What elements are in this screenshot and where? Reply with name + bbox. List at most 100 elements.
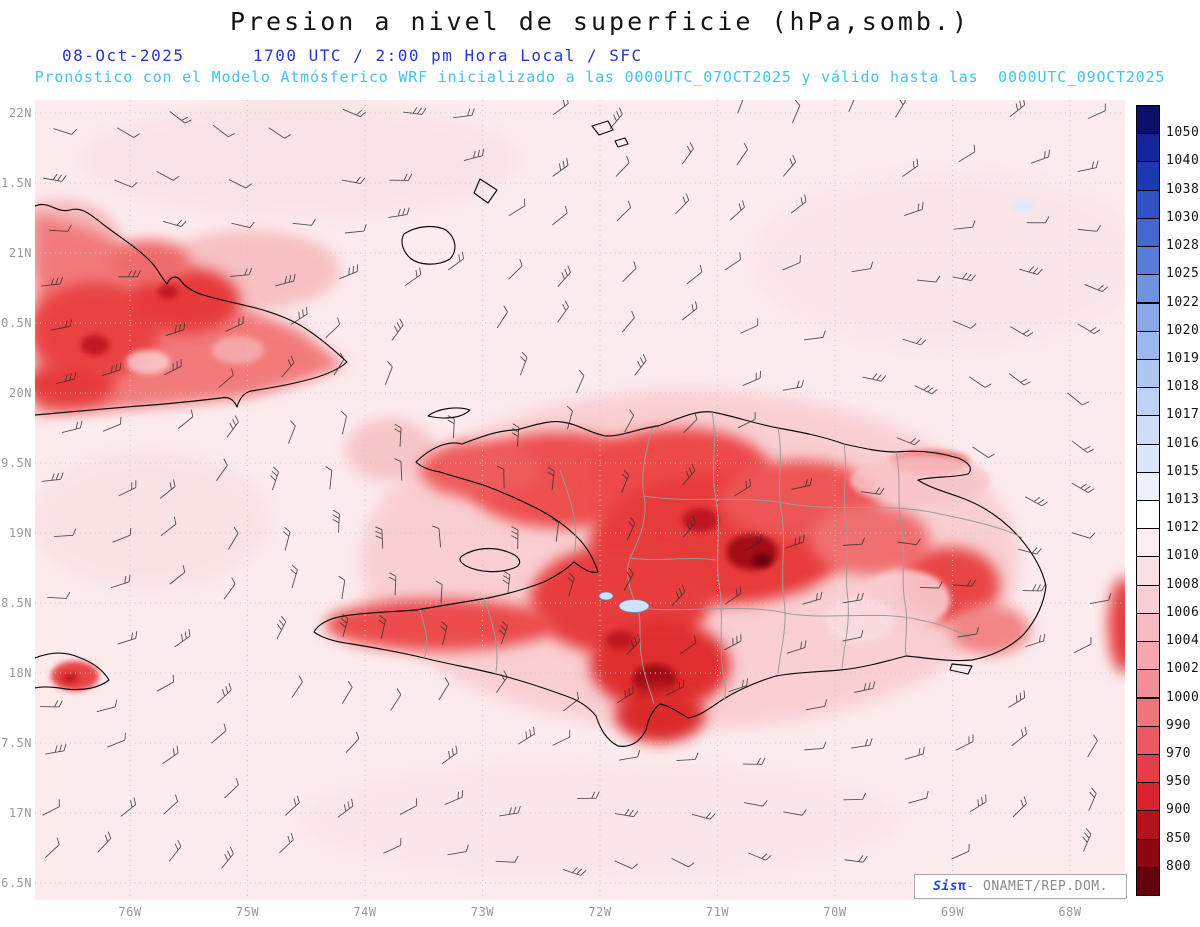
colorbar-cell [1136,612,1160,643]
wind-barb [785,534,805,549]
wind-barb [908,790,929,804]
department-border [559,469,577,557]
small-cay-coastline-2 [614,137,629,148]
wind-barb [802,591,823,605]
wind-barb [165,322,186,336]
wind-barb [1030,149,1050,164]
watermark-sis: Sis [933,879,959,894]
department-border [483,597,498,673]
province-border [841,443,849,669]
wind-barb [40,700,63,708]
wind-barb [44,837,60,858]
colorbar-label: 1038 [1166,181,1200,197]
wind-barb [375,526,384,549]
wind-barb [389,572,397,596]
wind-barb [211,723,227,744]
colorbar-cell [1136,330,1160,360]
wind-barb [614,809,639,818]
wind-barb [1026,216,1050,224]
colorbar-cell [1136,556,1160,586]
wind-barb [1009,100,1026,118]
wind-barb [511,526,519,549]
wind-barb [440,621,448,645]
wind-barb [345,731,360,753]
wind-barb [517,726,535,745]
wind-barb [292,218,316,226]
wind-barb [162,219,187,227]
wind-barb [681,301,698,321]
wind-barb [691,812,716,820]
colorbar-label: 900 [1166,802,1191,818]
wind-barb [729,200,745,221]
wind-barb [842,537,866,546]
colorbar-label: 1040 [1166,153,1200,169]
y-tick-label: 18N [8,666,32,680]
wind-barb [107,732,126,748]
wind-barb [378,615,386,639]
wind-barb [212,124,235,138]
wind-barb [48,224,72,232]
wind-barb [174,628,191,648]
wind-barb [724,252,742,271]
colorbar-cell [1136,528,1160,558]
wind-barb [958,144,976,163]
wind-barb [566,405,573,430]
wind-barb [45,743,67,755]
lake-azuei [598,591,614,601]
wind-barb [742,757,766,765]
wind-barb [969,794,987,813]
wind-barb [435,580,443,604]
colorbar-label: 1006 [1166,604,1200,620]
wind-barb [914,385,938,395]
wind-barb [496,465,505,489]
colorbar-cell [1136,217,1160,248]
wind-barb [681,142,694,165]
colorbar-label: 1028 [1166,238,1200,254]
map-title: Presion a nivel de superficie (hPa,somb.… [229,7,971,36]
wind-barb [1012,796,1027,818]
colorbar-label: 1019 [1166,350,1200,366]
watermark-box: Sis π - ONAMET/REP.DOM. [914,874,1127,899]
wind-barb [218,368,234,388]
wind-barb [340,411,348,435]
wind-barb [332,509,340,533]
wind-barb [622,261,637,283]
colorbar-label: 1015 [1166,463,1200,479]
wind-barb [227,526,239,550]
wind-barb [577,791,600,800]
wind-barb [848,100,857,113]
wind-barb [169,111,192,124]
x-tick-label: 75W [235,905,260,919]
colorbar-label: 1013 [1166,492,1200,507]
wind-barb [562,867,587,876]
wind-barb [444,790,464,806]
colorbar-cell [1136,725,1160,755]
wind-barb [624,409,635,433]
wind-barb [675,193,690,215]
wind-barb [955,734,974,751]
wind-barb [919,581,943,589]
wind-barb [782,379,804,391]
wind-barb [221,846,234,869]
x-tick-label: 68W [1058,905,1082,919]
wind-barb [682,515,696,538]
colorbar-label: 1030 [1166,209,1200,225]
colorbar-label: 1020 [1166,322,1200,338]
wind-barb [1087,734,1098,758]
wind-barb [791,100,801,124]
wind-barb [225,316,244,332]
wind-barb [47,591,71,599]
wind-barb [275,273,296,287]
colorbar-cell [1136,161,1160,191]
wind-barb [575,369,585,394]
wind-barb [447,415,455,439]
wind-barb [114,179,138,188]
colorbar-label: 850 [1166,830,1191,846]
colorbar-cell [1136,500,1160,530]
wind-barb [341,680,353,704]
province-border [629,557,717,561]
wind-barb [160,516,177,537]
wind-barb [686,264,703,285]
colorbar-cell [1136,584,1160,614]
